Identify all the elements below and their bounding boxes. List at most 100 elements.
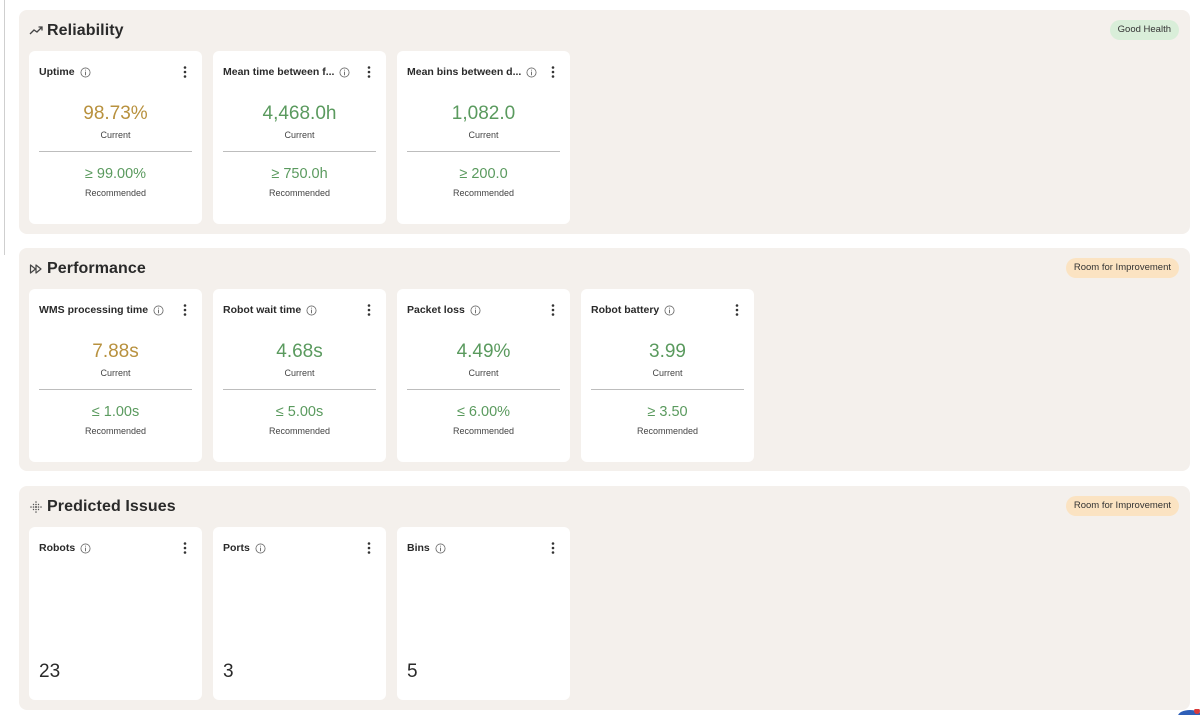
kebab-menu-icon[interactable] [550, 541, 556, 555]
card-title: Uptime [39, 66, 91, 78]
card-title: Robots [39, 542, 91, 554]
kebab-menu-icon[interactable] [182, 65, 188, 79]
card-title: Packet loss [407, 304, 481, 316]
card-divider [223, 151, 376, 152]
card-title-text: WMS processing time [39, 304, 149, 316]
performance-section: Performance Room for Improvement WMS pro… [19, 248, 1190, 471]
card-title-text: Bins [407, 542, 430, 554]
kebab-menu-icon[interactable] [366, 541, 372, 555]
info-icon[interactable] [664, 305, 675, 316]
recommended-value: ≥ 750.0h [271, 166, 328, 182]
card-divider [223, 389, 376, 390]
card-divider [407, 389, 560, 390]
reliability-header: Reliability [29, 20, 124, 42]
trending-up-icon [29, 26, 43, 35]
current-value: 3.99 [649, 341, 686, 362]
kebab-menu-icon[interactable] [366, 65, 372, 79]
metric-card-robot-wait: Robot wait time 4.68s Current ≤ 5.00s Re… [213, 289, 386, 462]
info-icon[interactable] [153, 305, 164, 316]
card-title: Mean bins between d... [407, 66, 537, 78]
status-badge: Room for Improvement [1065, 258, 1179, 278]
issue-card-robots: Robots 23 [29, 527, 202, 700]
card-title: Ports [223, 542, 266, 554]
predicted-issues-section: Predicted Issues Room for Improvement Ro… [19, 486, 1190, 710]
recommended-label: Recommended [268, 188, 331, 198]
current-label: Current [284, 130, 315, 140]
info-icon[interactable] [306, 305, 317, 316]
card-title-text: Packet loss [407, 304, 465, 316]
info-icon[interactable] [80, 543, 91, 554]
issue-count: 5 [407, 661, 418, 682]
card-divider [591, 389, 744, 390]
current-label: Current [652, 368, 683, 378]
card-title: Robot wait time [223, 304, 317, 316]
info-icon[interactable] [255, 543, 266, 554]
recommended-value: ≥ 99.00% [84, 166, 147, 182]
current-label: Current [100, 368, 131, 378]
card-title-text: Mean bins between d... [407, 66, 522, 78]
predicted-issues-header: Predicted Issues [29, 496, 176, 518]
card-title: WMS processing time [39, 304, 164, 316]
recommended-label: Recommended [452, 426, 515, 436]
section-title: Predicted Issues [47, 498, 176, 515]
fast-forward-icon [29, 264, 42, 274]
metric-card-uptime: Uptime 98.73% Current ≥ 99.00% Recommend… [29, 51, 202, 224]
metric-card-robot-battery: Robot battery 3.99 Current ≥ 3.50 Recomm… [581, 289, 754, 462]
kebab-menu-icon[interactable] [550, 65, 556, 79]
metric-card-wms-processing: WMS processing time 7.88s Current ≤ 1.00… [29, 289, 202, 462]
kebab-menu-icon[interactable] [182, 303, 188, 317]
recommended-label: Recommended [84, 188, 147, 198]
card-divider [39, 389, 192, 390]
left-divider-line [4, 0, 5, 255]
recommended-value: ≤ 5.00s [275, 404, 324, 420]
recommended-label: Recommended [268, 426, 331, 436]
metric-card-packet-loss: Packet loss 4.49% Current ≤ 6.00% Recomm… [397, 289, 570, 462]
kebab-menu-icon[interactable] [550, 303, 556, 317]
kebab-menu-icon[interactable] [734, 303, 740, 317]
info-icon[interactable] [80, 67, 91, 78]
card-title-text: Uptime [39, 66, 75, 78]
current-label: Current [468, 130, 499, 140]
info-icon[interactable] [470, 305, 481, 316]
recommended-value: ≤ 6.00% [456, 404, 511, 420]
recommended-value: ≤ 1.00s [91, 404, 140, 420]
current-value: 98.73% [83, 103, 148, 124]
card-title-text: Ports [223, 542, 250, 554]
metric-card-mtbf: Mean time between f... 4,468.0h Current … [213, 51, 386, 224]
recommended-label: Recommended [452, 188, 515, 198]
current-value: 4.68s [276, 341, 323, 362]
issue-card-bins: Bins 5 [397, 527, 570, 700]
card-title: Robot battery [591, 304, 675, 316]
card-title: Mean time between f... [223, 66, 350, 78]
current-value: 4,468.0h [262, 103, 337, 124]
current-value: 4.49% [456, 341, 511, 362]
info-icon[interactable] [526, 67, 537, 78]
current-label: Current [100, 130, 131, 140]
kebab-menu-icon[interactable] [366, 303, 372, 317]
reliability-section: Reliability Good Health Uptime 98.73% Cu… [19, 10, 1190, 234]
current-value: 7.88s [92, 341, 139, 362]
card-title-text: Robots [39, 542, 76, 554]
metric-card-mbbd: Mean bins between d... 1,082.0 Current ≥… [397, 51, 570, 224]
info-icon[interactable] [339, 67, 350, 78]
card-title-text: Robot battery [591, 304, 660, 316]
info-icon[interactable] [435, 543, 446, 554]
card-title-text: Robot wait time [223, 304, 302, 316]
recommended-label: Recommended [636, 426, 699, 436]
card-divider [39, 151, 192, 152]
card-title-text: Mean time between f... [223, 66, 335, 78]
kebab-menu-icon[interactable] [182, 541, 188, 555]
status-badge: Good Health [1109, 20, 1179, 40]
performance-header: Performance [29, 258, 146, 280]
card-divider [407, 151, 560, 152]
section-title: Reliability [47, 22, 124, 39]
section-title: Performance [47, 260, 146, 277]
recommended-label: Recommended [84, 426, 147, 436]
recommended-value: ≥ 3.50 [647, 404, 688, 420]
recommended-value: ≥ 200.0 [459, 166, 508, 182]
current-label: Current [468, 368, 499, 378]
card-title: Bins [407, 542, 446, 554]
current-value: 1,082.0 [451, 103, 516, 124]
status-badge: Room for Improvement [1065, 496, 1179, 516]
floating-widget-edge[interactable] [1170, 709, 1200, 715]
